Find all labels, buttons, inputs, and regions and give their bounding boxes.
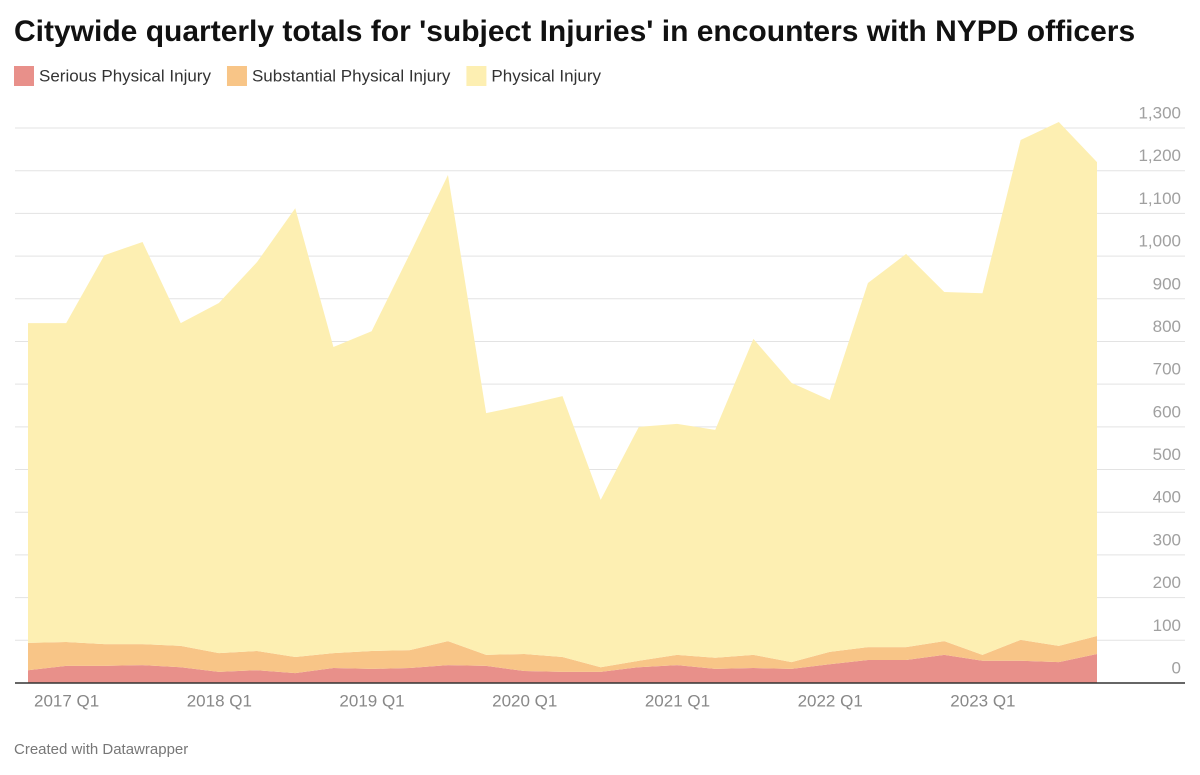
- area: [28, 653, 1097, 683]
- y-tick-label: 1,000: [1138, 232, 1181, 251]
- legend-label: Serious Physical Injury: [39, 66, 211, 85]
- x-tick-label: 2018 Q1: [187, 691, 252, 710]
- x-tick-label: 2023 Q1: [950, 691, 1015, 710]
- y-tick-label: 800: [1153, 317, 1181, 336]
- y-tick-label: 300: [1153, 530, 1181, 549]
- legend-label: Substantial Physical Injury: [252, 66, 451, 85]
- legend-swatch: [14, 66, 34, 86]
- y-tick-label: 1,100: [1138, 189, 1181, 208]
- y-tick-label: 200: [1153, 573, 1181, 592]
- y-tick-label: 1,300: [1138, 103, 1181, 122]
- y-tick-label: 500: [1153, 445, 1181, 464]
- areas: [28, 122, 1097, 683]
- legend-swatch: [226, 66, 247, 86]
- y-tick-label: 400: [1153, 488, 1181, 507]
- x-tick-label: 2022 Q1: [798, 691, 863, 710]
- y-tick-label: 1,200: [1138, 146, 1181, 165]
- x-tick-label: 2019 Q1: [339, 691, 404, 710]
- chart-title: Citywide quarterly totals for 'subject I…: [14, 15, 1135, 48]
- area: [28, 636, 1097, 674]
- y-tick-label: 600: [1153, 402, 1181, 421]
- y-tick-label: 100: [1153, 616, 1181, 635]
- legend-swatch: [466, 66, 487, 86]
- x-tick-label: 2020 Q1: [492, 691, 557, 710]
- footer: Created with Datawrapper: [14, 741, 188, 758]
- x-tick-label: 2021 Q1: [645, 691, 710, 710]
- legend-label: Physical Injury: [491, 66, 601, 85]
- area: [28, 122, 1097, 668]
- y-tick-label: 700: [1153, 360, 1181, 379]
- y-tick-label: 0: [1172, 658, 1181, 677]
- y-tick-label: 900: [1153, 274, 1181, 293]
- x-tick-label: 2017 Q1: [34, 691, 99, 710]
